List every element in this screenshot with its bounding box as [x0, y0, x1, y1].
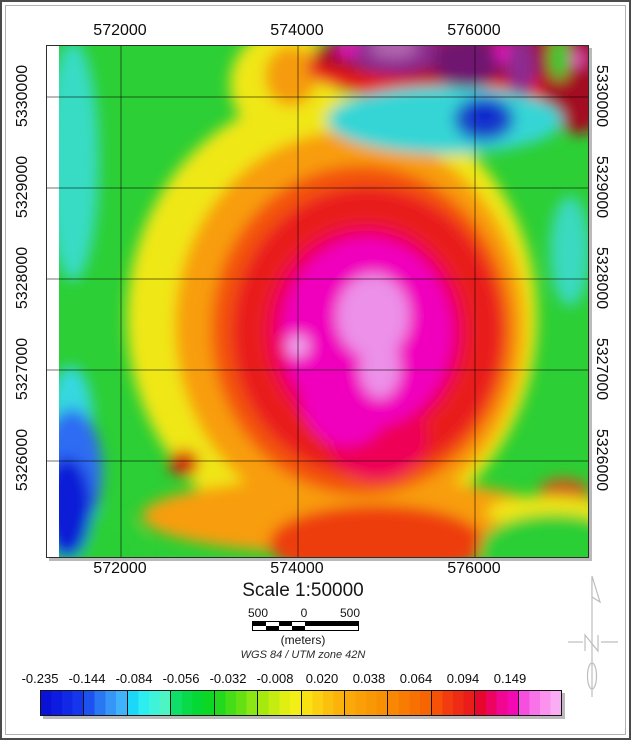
legend-value-label: -0.032 [209, 671, 247, 686]
x-tick-label: 574000 [270, 22, 324, 39]
legend-cell [171, 691, 215, 715]
north-label: N [568, 572, 569, 573]
legend-cell [41, 691, 85, 715]
y-tick-label: 5328000 [14, 246, 31, 310]
scalebar-number: 500 [247, 606, 269, 620]
y-tick-label: 5328000 [593, 246, 610, 310]
anomaly-map [46, 45, 589, 558]
legend-cell [214, 691, 259, 715]
y-tick-label: 5327000 [593, 337, 610, 401]
legend-cell [344, 691, 389, 715]
scalebar-number: 500 [339, 606, 361, 620]
legend-cell [431, 691, 476, 715]
y-tick-label: 5330000 [593, 64, 610, 128]
x-tick-label: 572000 [93, 560, 147, 577]
legend-cell [84, 691, 128, 715]
legend-value-label: -0.144 [68, 671, 106, 686]
scalebar-segment [266, 626, 279, 630]
legend-cell [301, 691, 345, 715]
scalebar-segment [279, 622, 292, 626]
scalebar [252, 621, 359, 631]
y-tick-label: 5327000 [14, 337, 31, 401]
legend-value-label: 0.020 [305, 671, 339, 686]
y-tick-label: 5326000 [14, 428, 31, 492]
legend-cell [475, 691, 519, 715]
scale-title: Scale 1:50000 [242, 580, 364, 601]
north-arrow-icon: N [568, 572, 618, 697]
y-tick-label: 5329000 [14, 155, 31, 219]
legend-value-label: 0.038 [352, 671, 386, 686]
y-tick-label: 5329000 [593, 155, 610, 219]
anomaly-map-image [47, 46, 588, 557]
map-left-blank-strip [47, 46, 59, 557]
scalebar-number: 0 [300, 606, 308, 620]
legend-value-label: 0.064 [399, 671, 433, 686]
x-tick-label: 572000 [93, 22, 147, 39]
legend-value-label: 0.149 [493, 671, 527, 686]
legend-value-label: -0.008 [256, 671, 294, 686]
legend-cell [388, 691, 432, 715]
legend-value-label: -0.235 [21, 671, 59, 686]
legend-cell [258, 691, 302, 715]
y-tick-label: 5326000 [593, 428, 610, 492]
y-tick-label: 5330000 [14, 64, 31, 128]
scalebar-segment [253, 622, 266, 626]
datum-label: WGS 84 / UTM zone 42N [240, 649, 366, 661]
x-tick-label: 574000 [270, 560, 324, 577]
x-tick-label: 576000 [447, 560, 501, 577]
legend-cell [127, 691, 172, 715]
x-tick-label: 576000 [447, 22, 501, 39]
scale-units-label: (meters) [280, 633, 326, 647]
legend-value-label: -0.056 [162, 671, 200, 686]
map-grid-lines [47, 46, 588, 557]
legend-value-label: 0.094 [446, 671, 480, 686]
legend-value-label: -0.084 [115, 671, 153, 686]
scalebar-segment [292, 626, 305, 630]
legend-color-bar [40, 690, 562, 716]
legend-cell [518, 691, 562, 715]
scalebar-segment [305, 622, 358, 626]
